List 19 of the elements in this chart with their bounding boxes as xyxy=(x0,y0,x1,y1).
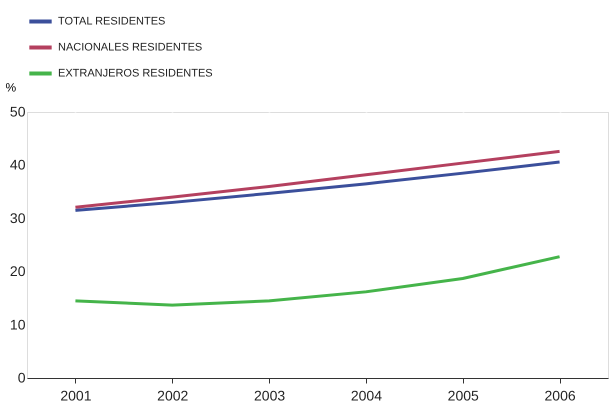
x-tick-label: 2002 xyxy=(157,388,189,404)
y-tick-label: 0 xyxy=(18,370,26,386)
x-tick-label: 2006 xyxy=(544,388,576,404)
line-series xyxy=(74,255,562,307)
y-tick-label: 10 xyxy=(10,316,26,332)
y-tick-label: 50 xyxy=(10,104,26,120)
x-tick-label: 2004 xyxy=(350,388,382,404)
legend-label: NACIONALES RESIDENTES xyxy=(58,42,202,54)
line-series xyxy=(74,150,562,209)
y-axis-title: % xyxy=(6,80,16,94)
y-tick-label: 30 xyxy=(10,210,26,226)
x-tick-label: 2005 xyxy=(448,388,480,404)
y-tick-label: 20 xyxy=(10,263,26,280)
legend-label: EXTRANJEROS RESIDENTES xyxy=(58,68,213,80)
legend-label: TOTAL RESIDENTES xyxy=(58,16,166,28)
x-tick-label: 2001 xyxy=(60,388,92,404)
x-tick-label: 2003 xyxy=(254,388,286,404)
line-series xyxy=(74,160,562,212)
y-tick-label: 40 xyxy=(10,156,26,173)
